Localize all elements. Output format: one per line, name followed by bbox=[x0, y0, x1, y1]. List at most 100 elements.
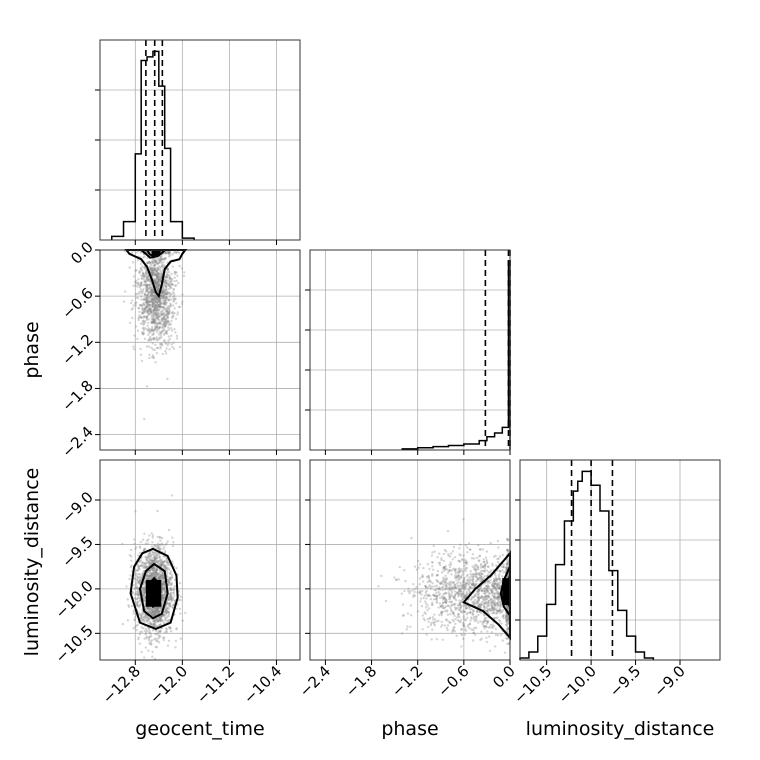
scatter-point bbox=[159, 258, 163, 262]
scatter-point bbox=[464, 581, 468, 584]
scatter-point bbox=[150, 293, 153, 296]
scatter-point bbox=[151, 300, 154, 304]
scatter-point bbox=[164, 284, 167, 287]
scatter-point bbox=[159, 256, 162, 259]
scatter-point bbox=[489, 541, 492, 545]
scatter-point bbox=[495, 585, 499, 588]
scatter-point bbox=[148, 559, 152, 562]
scatter-point bbox=[154, 300, 157, 304]
scatter-point bbox=[161, 266, 164, 269]
scatter-point bbox=[152, 311, 155, 314]
scatter-point bbox=[133, 596, 137, 600]
scatter-point bbox=[154, 309, 157, 312]
scatter-point bbox=[170, 329, 174, 332]
scatter-point bbox=[454, 608, 457, 611]
scatter-point bbox=[165, 281, 168, 284]
scatter-point bbox=[148, 308, 151, 311]
scatter-point bbox=[164, 330, 167, 333]
scatter-point bbox=[177, 305, 181, 309]
scatter-point bbox=[145, 279, 148, 283]
scatter-point bbox=[167, 310, 170, 313]
scatter-point bbox=[172, 287, 175, 291]
scatter-point bbox=[166, 377, 169, 381]
scatter-point bbox=[150, 268, 153, 272]
scatter-point bbox=[158, 299, 162, 303]
scatter-point bbox=[147, 288, 150, 291]
scatter-point bbox=[143, 294, 147, 297]
scatter-point bbox=[147, 574, 151, 578]
scatter-point bbox=[425, 633, 428, 636]
scatter-point bbox=[163, 315, 166, 318]
scatter-point bbox=[164, 565, 167, 569]
scatter-point bbox=[137, 317, 140, 320]
scatter-point bbox=[139, 630, 142, 634]
scatter-point bbox=[494, 645, 497, 648]
density-peak bbox=[145, 580, 162, 607]
scatter-point bbox=[162, 260, 165, 264]
scatter-point bbox=[460, 592, 463, 595]
scatter-point bbox=[143, 307, 147, 311]
scatter-point bbox=[174, 646, 177, 649]
scatter-point bbox=[136, 329, 140, 332]
scatter-point bbox=[173, 584, 177, 588]
scatter-point bbox=[173, 327, 176, 331]
scatter-point bbox=[165, 315, 168, 318]
scatter-point bbox=[430, 554, 434, 557]
scatter-point bbox=[152, 333, 155, 336]
scatter-point bbox=[490, 601, 494, 604]
scatter-point bbox=[160, 294, 164, 297]
scatter-point bbox=[162, 294, 166, 297]
scatter-point bbox=[155, 267, 158, 270]
scatter-point bbox=[157, 258, 161, 261]
scatter-point bbox=[156, 280, 159, 283]
scatter-point bbox=[417, 566, 420, 570]
scatter-point bbox=[155, 283, 158, 286]
scatter-point bbox=[172, 300, 175, 303]
scatter-point bbox=[158, 536, 162, 539]
scatter-point bbox=[166, 307, 169, 311]
scatter-point bbox=[133, 542, 136, 545]
scatter-point bbox=[450, 569, 454, 572]
scatter-point bbox=[429, 587, 433, 590]
scatter-point bbox=[154, 309, 158, 312]
scatter-point bbox=[175, 337, 179, 340]
scatter-point bbox=[173, 594, 176, 597]
scatter-point bbox=[160, 342, 164, 346]
scatter-point bbox=[145, 304, 149, 308]
scatter-point bbox=[136, 597, 139, 600]
scatter-point bbox=[155, 296, 159, 299]
scatter-point bbox=[164, 285, 167, 289]
scatter-point bbox=[158, 297, 161, 301]
scatter-point bbox=[162, 306, 165, 309]
x-tick-label: −10.4 bbox=[240, 662, 285, 707]
scatter-point bbox=[159, 623, 163, 626]
scatter-point bbox=[153, 272, 157, 276]
scatter-point bbox=[170, 282, 174, 286]
scatter-point bbox=[172, 288, 175, 291]
scatter-point bbox=[414, 587, 417, 591]
scatter-point bbox=[152, 319, 156, 322]
scatter-point bbox=[145, 385, 149, 388]
scatter-point bbox=[164, 298, 167, 301]
scatter-point bbox=[156, 303, 159, 306]
scatter-point bbox=[148, 308, 152, 312]
scatter-point bbox=[169, 278, 172, 281]
scatter-point bbox=[140, 290, 143, 293]
scatter-point bbox=[142, 302, 145, 305]
scatter-point bbox=[162, 315, 166, 319]
scatter-point bbox=[156, 266, 159, 270]
scatter-point bbox=[157, 261, 161, 264]
y-tick-label: −10.5 bbox=[52, 621, 97, 666]
scatter-point bbox=[422, 596, 425, 600]
scatter-point bbox=[156, 287, 159, 290]
scatter-point bbox=[140, 304, 143, 307]
scatter-point bbox=[415, 568, 419, 571]
scatter-point bbox=[169, 285, 172, 289]
scatter-point bbox=[446, 604, 450, 608]
scatter-point bbox=[161, 306, 165, 309]
scatter-point bbox=[147, 338, 151, 342]
hist-bar bbox=[487, 437, 495, 450]
scatter-point bbox=[164, 303, 168, 306]
scatter-point bbox=[161, 296, 165, 300]
scatter-point bbox=[142, 566, 145, 569]
